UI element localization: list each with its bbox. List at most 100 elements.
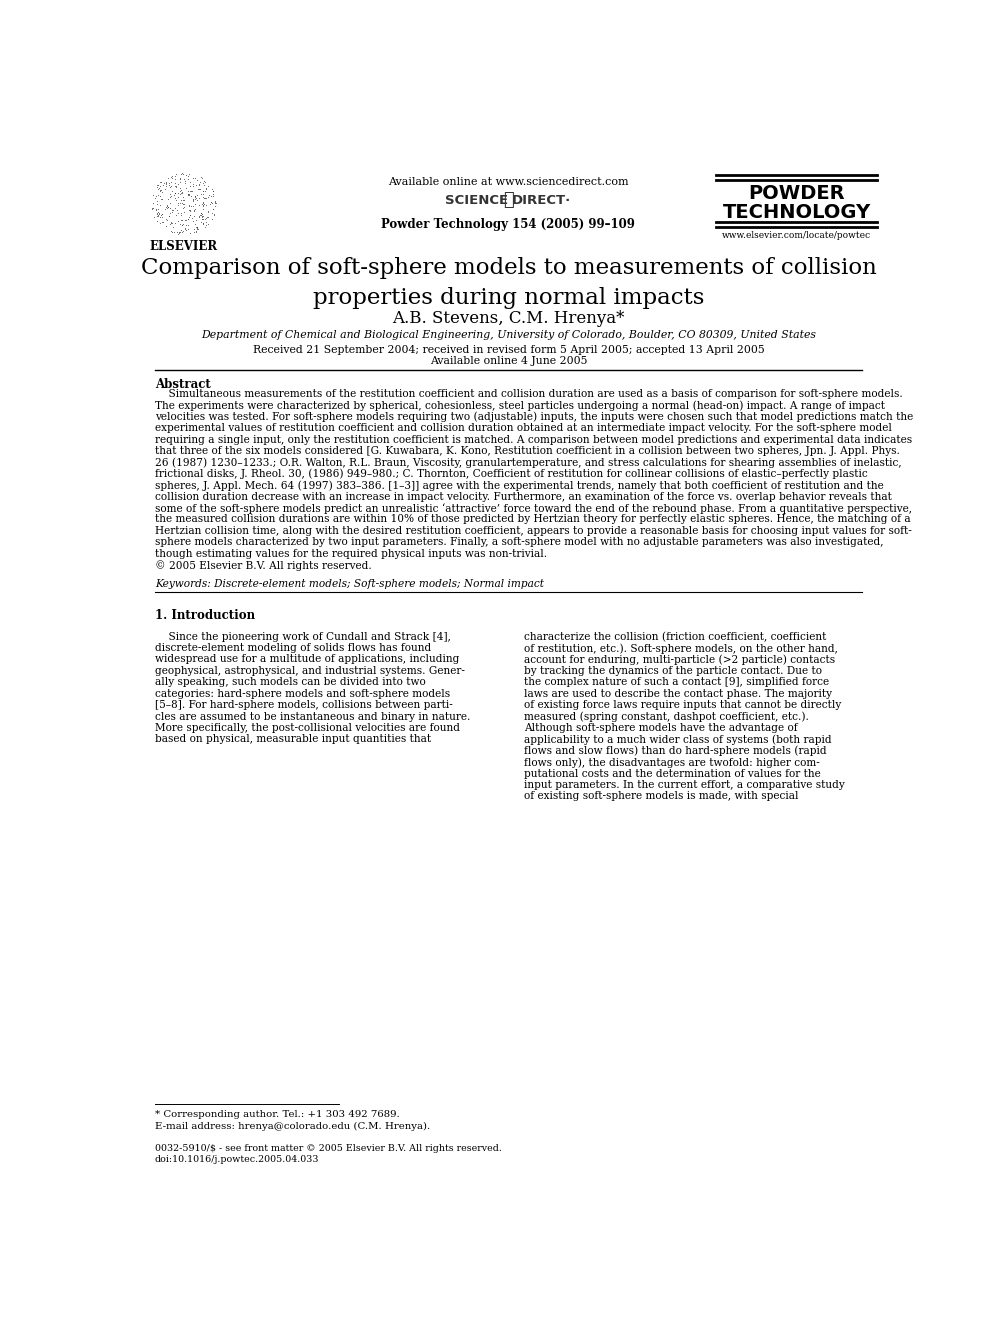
- Point: [162, 205, 178, 226]
- Point: [175, 193, 190, 214]
- Point: [159, 196, 175, 217]
- Point: [201, 185, 217, 206]
- Text: [5–8]. For hard-sphere models, collisions between parti-: [5–8]. For hard-sphere models, collision…: [155, 700, 452, 710]
- Point: [193, 209, 209, 230]
- Point: [171, 187, 186, 208]
- Point: [173, 204, 188, 225]
- Point: [164, 168, 180, 189]
- Point: [182, 184, 197, 205]
- Point: [205, 184, 221, 205]
- Point: [198, 206, 214, 228]
- Point: [168, 183, 184, 204]
- Point: [168, 183, 184, 204]
- Point: [150, 175, 166, 196]
- Point: [184, 208, 199, 229]
- Point: [152, 176, 168, 197]
- Point: [195, 198, 211, 220]
- Point: [172, 213, 187, 234]
- Point: [154, 204, 170, 225]
- Point: [158, 216, 174, 237]
- Point: [165, 165, 181, 187]
- Point: [192, 212, 208, 233]
- Point: [172, 192, 187, 213]
- Point: [186, 205, 201, 226]
- Point: [186, 218, 201, 239]
- Point: [168, 172, 184, 193]
- Point: [182, 204, 197, 225]
- Text: requiring a single input, only the restitution coefficient is matched. A compari: requiring a single input, only the resti…: [155, 435, 912, 445]
- Point: [168, 165, 184, 187]
- Point: [202, 191, 218, 212]
- Point: [189, 189, 205, 210]
- Point: [204, 192, 220, 213]
- Point: [183, 200, 198, 221]
- Text: input parameters. In the current effort, a comparative study: input parameters. In the current effort,…: [524, 781, 844, 790]
- Point: [200, 206, 216, 228]
- Text: that three of the six models considered [G. Kuwabara, K. Kono, Restitution coeff: that three of the six models considered …: [155, 446, 900, 456]
- Point: [194, 192, 210, 213]
- Point: [146, 198, 162, 220]
- Point: [198, 179, 214, 200]
- Point: [188, 175, 204, 196]
- Text: Available online 4 June 2005: Available online 4 June 2005: [430, 356, 587, 366]
- Point: [172, 177, 187, 198]
- Point: [158, 209, 174, 230]
- Point: [186, 201, 202, 222]
- Point: [195, 180, 211, 201]
- Point: [198, 187, 214, 208]
- Point: [152, 213, 168, 234]
- Point: [158, 172, 174, 193]
- Point: [174, 189, 189, 210]
- Point: [168, 189, 184, 210]
- Point: [194, 168, 210, 189]
- Point: [182, 206, 197, 228]
- Point: [150, 205, 166, 226]
- Text: POWDER: POWDER: [748, 184, 845, 204]
- Point: [195, 213, 211, 234]
- Point: [194, 193, 210, 214]
- Text: though estimating values for the required physical inputs was non-trivial.: though estimating values for the require…: [155, 549, 547, 558]
- Point: [180, 181, 195, 202]
- Point: [149, 193, 165, 214]
- Point: [165, 221, 181, 242]
- Point: [182, 200, 197, 221]
- Point: [179, 220, 194, 241]
- Text: © 2005 Elsevier B.V. All rights reserved.: © 2005 Elsevier B.V. All rights reserved…: [155, 560, 371, 572]
- Point: [199, 201, 215, 222]
- Point: [165, 217, 181, 238]
- Point: [150, 185, 166, 206]
- Text: frictional disks, J. Rheol. 30, (1986) 949–980.; C. Thornton, Coefficient of res: frictional disks, J. Rheol. 30, (1986) 9…: [155, 468, 867, 479]
- Point: [155, 206, 171, 228]
- Point: [194, 205, 210, 226]
- Point: [162, 205, 178, 226]
- Point: [167, 197, 183, 218]
- Point: [187, 222, 203, 243]
- Point: [148, 198, 164, 220]
- Point: [163, 220, 179, 241]
- Text: collision duration decrease with an increase in impact velocity. Furthermore, an: collision duration decrease with an incr…: [155, 492, 892, 501]
- Point: [191, 205, 207, 226]
- Point: [149, 202, 165, 224]
- Point: [183, 180, 198, 201]
- Point: [145, 193, 161, 214]
- Point: [198, 177, 214, 198]
- Point: [192, 167, 208, 188]
- Point: [192, 179, 208, 200]
- Point: [181, 194, 196, 216]
- Text: discrete-element modeling of solids flows has found: discrete-element modeling of solids flow…: [155, 643, 431, 654]
- Point: [173, 222, 188, 243]
- Point: [180, 208, 195, 229]
- Point: [178, 218, 193, 239]
- Point: [177, 172, 192, 193]
- Text: characterize the collision (friction coefficient, coefficient: characterize the collision (friction coe…: [524, 631, 826, 642]
- Point: [186, 193, 202, 214]
- Point: [195, 172, 211, 193]
- Point: [168, 213, 184, 234]
- Text: Abstract: Abstract: [155, 378, 210, 390]
- Text: laws are used to describe the contact phase. The majority: laws are used to describe the contact ph…: [524, 689, 831, 699]
- Point: [150, 175, 166, 196]
- Point: [184, 181, 199, 202]
- Point: [154, 204, 170, 225]
- Point: [191, 171, 207, 192]
- Point: [196, 171, 212, 192]
